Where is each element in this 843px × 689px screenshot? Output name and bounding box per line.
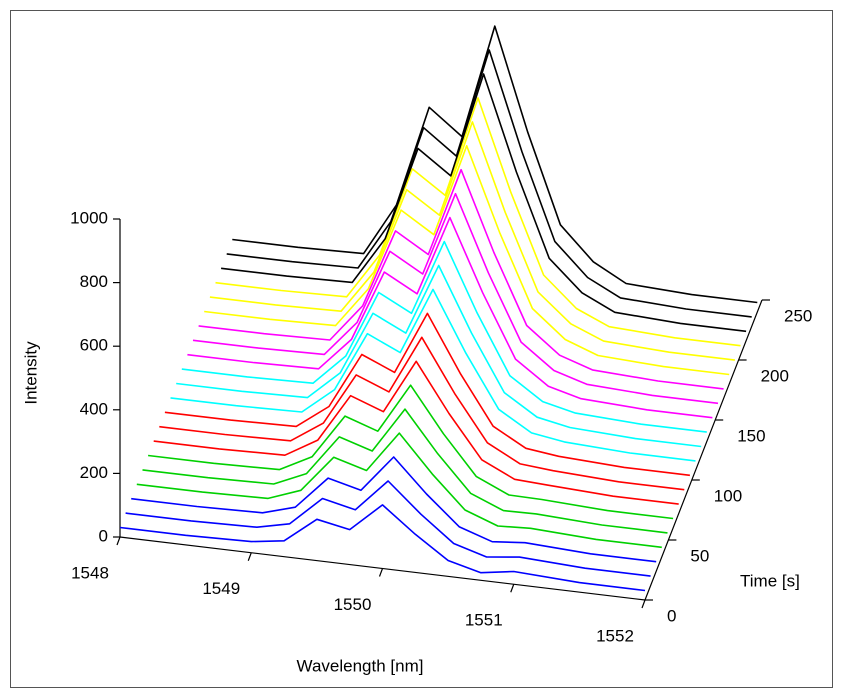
y-tick-label: 0 — [667, 606, 676, 625]
spectrum-line — [187, 216, 713, 419]
spectrum-line — [204, 145, 730, 376]
z-tick-label: 800 — [80, 272, 108, 291]
spectrum-line — [221, 73, 747, 333]
z-tick-label: 0 — [99, 526, 108, 545]
y-tick-label: 200 — [761, 366, 789, 385]
z-tick-label: 400 — [80, 399, 108, 418]
spectrum-line — [232, 25, 758, 304]
x-tick — [247, 552, 252, 561]
y-tick-label: 250 — [784, 306, 812, 325]
spectrum-line — [209, 121, 735, 361]
plot-frame — [10, 10, 833, 688]
spectrum-line — [170, 288, 696, 462]
y-axis-line — [644, 299, 763, 601]
y-tick-label: 150 — [737, 426, 765, 445]
spectrum-line — [192, 192, 719, 405]
x-tick — [641, 599, 646, 609]
spectrum-line — [176, 264, 702, 448]
z-tick-label: 1000 — [70, 208, 108, 227]
y-tick-label: 100 — [714, 486, 742, 505]
z-axis-label: Intensity — [21, 341, 40, 405]
y-axis-label: Time [s] — [740, 571, 800, 590]
spectrum-line — [226, 49, 752, 318]
x-tick-label: 1549 — [202, 579, 240, 598]
spectrum-line — [119, 504, 646, 592]
x-tick-label: 1548 — [71, 563, 109, 582]
spectrum-line — [125, 480, 651, 577]
x-tick — [510, 584, 515, 593]
x-tick — [116, 536, 121, 546]
spectrum-line — [159, 336, 685, 491]
z-tick-label: 600 — [80, 336, 108, 355]
spectrum-line — [136, 432, 662, 549]
spectrum-line — [142, 408, 668, 534]
y-tick-label: 50 — [690, 546, 709, 565]
spectrum-line — [164, 312, 690, 477]
x-axis-label: Wavelength [nm] — [297, 656, 424, 675]
spectrum-line — [131, 456, 657, 563]
spectrum-line — [181, 240, 707, 433]
x-tick-label: 1550 — [334, 595, 372, 614]
spectrum-line — [153, 360, 679, 505]
spectrum-line — [198, 168, 724, 390]
x-tick — [378, 568, 384, 577]
x-tick-label: 1552 — [596, 626, 634, 645]
x-tick-label: 1551 — [465, 611, 503, 630]
spectrum-line — [215, 97, 741, 347]
z-tick-label: 200 — [80, 463, 108, 482]
spectrum-line — [148, 384, 674, 520]
